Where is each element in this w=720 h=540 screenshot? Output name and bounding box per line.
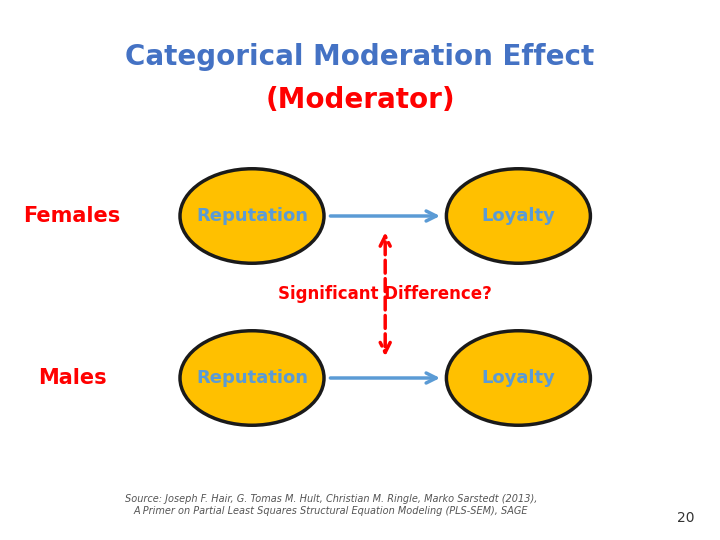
Text: Males: Males bbox=[37, 368, 107, 388]
Text: Reputation: Reputation bbox=[196, 369, 308, 387]
Text: Loyalty: Loyalty bbox=[482, 369, 555, 387]
Text: Females: Females bbox=[23, 206, 121, 226]
Text: 20: 20 bbox=[678, 511, 695, 525]
Ellipse shape bbox=[446, 330, 590, 426]
Text: Loyalty: Loyalty bbox=[482, 207, 555, 225]
Ellipse shape bbox=[180, 330, 324, 426]
Ellipse shape bbox=[180, 168, 324, 263]
Text: Categorical Moderation Effect: Categorical Moderation Effect bbox=[125, 43, 595, 71]
Ellipse shape bbox=[446, 168, 590, 263]
Text: Source: Joseph F. Hair, G. Tomas M. Hult, Christian M. Ringle, Marko Sarstedt (2: Source: Joseph F. Hair, G. Tomas M. Hult… bbox=[125, 494, 537, 516]
Text: (Moderator): (Moderator) bbox=[265, 86, 455, 114]
Text: Reputation: Reputation bbox=[196, 207, 308, 225]
Text: Significant Difference?: Significant Difference? bbox=[278, 285, 492, 303]
